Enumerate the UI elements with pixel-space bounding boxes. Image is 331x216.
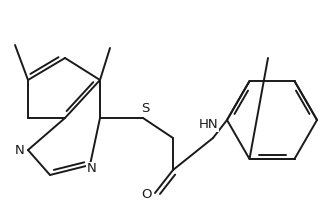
Text: N: N [15, 143, 25, 157]
Text: N: N [87, 162, 97, 175]
Text: O: O [142, 189, 152, 202]
Text: S: S [141, 102, 149, 114]
Text: HN: HN [199, 119, 219, 132]
